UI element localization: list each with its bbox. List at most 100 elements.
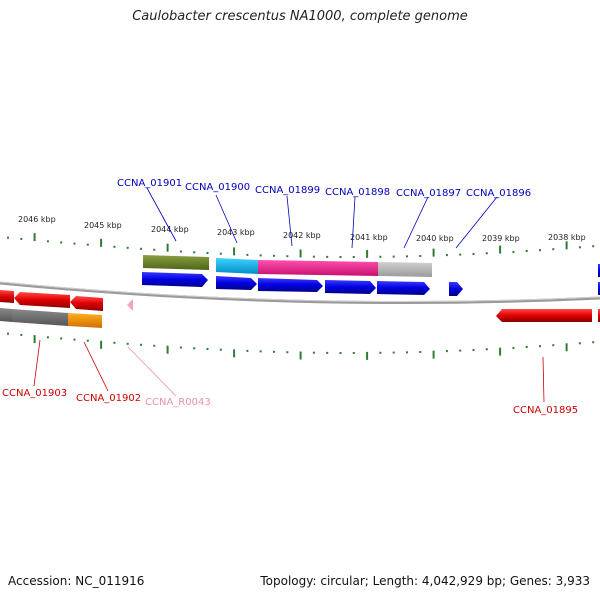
feature-olive: [143, 255, 209, 270]
minor-tick: [219, 252, 222, 255]
gene-label-ccna-01899: CCNA_01899: [255, 185, 320, 196]
minor-tick: [153, 344, 156, 347]
gene-label-ccna-01897: CCNA_01897: [396, 188, 461, 199]
major-tick: [366, 351, 369, 360]
minor-tick: [20, 333, 23, 336]
minor-tick: [419, 351, 422, 353]
minor-tick: [406, 255, 408, 258]
cds-forward-arrow: [258, 278, 323, 292]
forward-gene-labels: CCNA_01901 CCNA_01900 CCNA_01899 CCNA_01…: [117, 178, 531, 249]
minor-tick: [113, 245, 116, 248]
minor-tick: [472, 253, 475, 255]
minor-tick: [259, 350, 262, 353]
minor-tick: [73, 242, 76, 245]
minor-tick: [193, 347, 196, 350]
minor-tick: [312, 255, 315, 258]
footer-stats: Topology: circular; Length: 4,042,929 bp…: [260, 574, 590, 588]
minor-tick: [552, 248, 555, 251]
feature-gray: [378, 262, 432, 277]
major-tick: [432, 350, 435, 359]
forward-scale-ticks: [7, 233, 595, 258]
gene-label-ccna-01901: CCNA_01901: [117, 178, 182, 189]
feature-dark-gray: [12, 309, 68, 326]
major-tick: [233, 349, 236, 358]
kbp-scale-labels: 2046 kbp 2045 kbp 2044 kbp 2043 kbp 2042…: [18, 215, 586, 243]
cds-reverse-arrow: [0, 290, 14, 303]
map-title: Caulobacter crescentus NA1000, complete …: [132, 9, 468, 24]
kbp-label-2038: 2038 kbp: [548, 233, 586, 242]
gene-label-ccna-01902: CCNA_01902: [76, 393, 141, 404]
forward-cds-row: [142, 272, 600, 296]
minor-tick: [512, 250, 515, 253]
cds-forward-arrow: [377, 281, 430, 295]
minor-tick: [60, 337, 63, 340]
minor-tick: [539, 249, 541, 252]
minor-tick: [140, 247, 142, 250]
minor-tick: [339, 256, 342, 258]
minor-tick: [179, 250, 182, 253]
minor-tick: [552, 344, 555, 347]
major-tick: [299, 351, 302, 360]
minor-tick: [379, 351, 382, 354]
minor-tick: [525, 250, 528, 252]
major-tick: [299, 249, 302, 258]
minor-tick: [419, 255, 422, 257]
minor-tick: [392, 255, 395, 258]
minor-tick: [578, 246, 581, 249]
kbp-label-2043: 2043 kbp: [217, 228, 255, 237]
minor-tick: [406, 351, 408, 354]
cds-reverse-arrow: [70, 296, 103, 311]
minor-tick: [459, 253, 462, 256]
minor-tick: [206, 252, 209, 254]
minor-tick: [73, 338, 76, 341]
gene-label-ccna-01900: CCNA_01900: [185, 182, 250, 193]
reverse-scale-ticks: [7, 332, 595, 360]
minor-tick: [20, 237, 23, 240]
major-tick: [33, 233, 36, 242]
minor-tick: [592, 245, 595, 248]
major-tick: [499, 245, 502, 254]
minor-tick: [60, 241, 63, 244]
minor-tick: [46, 240, 49, 243]
minor-tick: [578, 342, 581, 345]
minor-tick: [312, 351, 315, 354]
cds-reverse-arrow: [496, 309, 592, 322]
minor-tick: [392, 351, 395, 354]
minor-tick: [140, 343, 142, 346]
minor-tick: [273, 254, 275, 257]
minor-tick: [512, 346, 515, 349]
minor-tick: [339, 352, 342, 354]
gene-label-ccna-r0043: CCNA_R0043: [145, 397, 211, 408]
feature-orange: [68, 313, 102, 328]
minor-tick: [273, 350, 275, 353]
minor-tick: [7, 236, 9, 239]
major-tick: [565, 241, 568, 250]
minor-tick: [459, 349, 462, 352]
genome-backbone: [0, 281, 600, 305]
feature-dark-gray: [0, 308, 12, 322]
minor-tick: [206, 348, 209, 350]
minor-tick: [246, 349, 249, 352]
minor-tick: [445, 350, 448, 353]
minor-tick: [326, 255, 329, 258]
reverse-cds-row: [0, 290, 600, 322]
minor-tick: [472, 349, 475, 351]
major-tick: [366, 249, 369, 258]
minor-tick: [485, 348, 488, 351]
rna-reverse-arrow: [127, 299, 133, 311]
reverse-gene-labels: CCNA_01903 CCNA_01902 CCNA_R0043 CCNA_01…: [2, 339, 578, 416]
minor-tick: [246, 253, 249, 256]
kbp-label-2045: 2045 kbp: [84, 221, 122, 230]
major-tick: [100, 340, 103, 349]
major-tick: [33, 335, 36, 344]
major-tick: [100, 238, 103, 247]
footer-accession: Accession: NC_011916: [8, 574, 145, 588]
minor-tick: [352, 352, 355, 354]
cds-forward-arrow: [449, 282, 463, 296]
minor-tick: [592, 341, 595, 344]
feature-pink: [258, 260, 378, 276]
gene-label-ccna-01896: CCNA_01896: [466, 188, 531, 199]
major-tick: [166, 345, 169, 354]
cds-reverse-arrow: [14, 292, 70, 308]
major-tick: [432, 248, 435, 257]
